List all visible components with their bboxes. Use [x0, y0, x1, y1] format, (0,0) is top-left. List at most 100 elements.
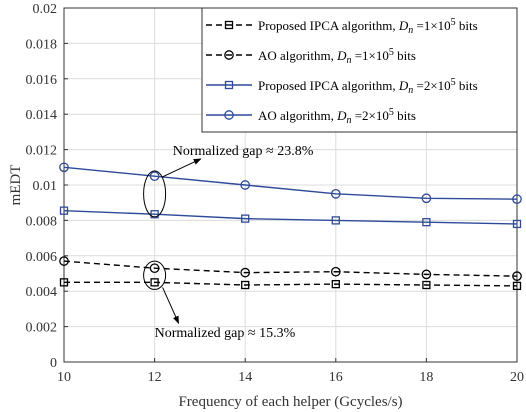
series-2 — [59, 256, 522, 282]
annotation-arrow — [162, 287, 180, 325]
legend-label-part: Proposed IPCA algorithm, — [258, 78, 399, 93]
data-point — [241, 280, 250, 290]
data-point — [512, 194, 522, 205]
legend-label-part: 5 — [389, 47, 394, 58]
y-tick-label: 0.004 — [26, 285, 58, 300]
series-line — [64, 281, 518, 287]
legend-label-part: =1×10 — [351, 48, 388, 63]
y-tick-label: 0.01 — [33, 179, 58, 194]
legend-label-part: n — [346, 115, 351, 126]
annotations: Normalized gap ≈ 23.8% Normalized gap ≈ 1… — [143, 144, 314, 341]
legend-label-part: 5 — [389, 107, 394, 118]
legend-label-part: 5 — [451, 17, 456, 28]
axis-ticks: 10 12 14 16 18 20 0 0.002 0.004 0.006 0.008 0.01 0.0… — [26, 2, 525, 385]
data-point — [330, 266, 341, 277]
legend-item[interactable]: AO algorithm, Dn =2×105 bits — [206, 107, 416, 126]
y-tick-label: 0.014 — [26, 108, 58, 123]
y-tick-label: 0.002 — [26, 321, 58, 336]
data-point — [421, 193, 432, 204]
x-tick-label: 12 — [148, 370, 162, 385]
data-point — [240, 267, 251, 278]
legend-label: Proposed IPCA algorithm, Dn =1×105 bits — [258, 17, 478, 36]
series-3 — [59, 206, 522, 229]
legend-label: Proposed IPCA algorithm, Dn =2×105 bits — [258, 77, 478, 96]
x-tick-label: 18 — [419, 370, 433, 385]
x-tick-label: 16 — [329, 370, 343, 385]
data-point — [149, 171, 160, 181]
annotation-2: Normalized gap ≈ 15.3% — [143, 260, 296, 341]
series-line — [63, 166, 518, 200]
data-point — [512, 271, 522, 282]
legend-label-part: n — [408, 25, 413, 36]
data-point — [59, 162, 69, 173]
legend-label-part: AO algorithm, — [258, 108, 337, 123]
data-point — [422, 280, 431, 290]
data-point — [240, 180, 251, 190]
data-point — [149, 263, 160, 274]
y-tick-label: 0.008 — [26, 214, 58, 229]
data-point — [59, 206, 69, 215]
data-point — [330, 189, 341, 199]
legend-label-part: D — [398, 18, 409, 33]
data-point — [331, 216, 340, 225]
legend-label-part: n — [346, 55, 351, 66]
legend-label-part: n — [408, 85, 413, 96]
legend-label-part: D — [336, 48, 347, 63]
legend-label-part: D — [398, 78, 409, 93]
annotation-arrow — [162, 158, 202, 178]
legend-marker — [224, 50, 234, 60]
legend-label-part: =2×10 — [413, 78, 450, 93]
x-axis-label: Frequency of each helper (Gcycles/s) — [178, 394, 402, 410]
y-tick-label: 0.012 — [26, 144, 58, 159]
legend[interactable]: Proposed IPCA algorithm, Dn =1×105 bitsA… — [201, 7, 518, 133]
data-point — [241, 214, 250, 223]
legend-box — [201, 7, 518, 133]
x-tick-label: 20 — [510, 370, 524, 385]
legend-item[interactable]: Proposed IPCA algorithm, Dn =1×105 bits — [206, 17, 478, 36]
y-tick-label: 0.02 — [33, 2, 58, 17]
gap-ellipse — [143, 170, 167, 218]
legend-label-part: AO algorithm, — [258, 48, 337, 63]
series-line — [63, 209, 518, 225]
x-tick-label: 10 — [57, 370, 71, 385]
y-tick-label: 0.018 — [26, 37, 58, 52]
y-tick-label: 0.006 — [26, 250, 58, 265]
gap-ellipse — [143, 260, 167, 290]
legend-marker — [224, 110, 234, 120]
gap-annotation-text: Normalized gap ≈ 23.8% — [173, 144, 314, 159]
legend-item[interactable]: AO algorithm, Dn =1×105 bits — [206, 47, 416, 66]
data-point — [421, 269, 432, 280]
series-line — [63, 260, 518, 277]
series — [59, 162, 522, 291]
data-point — [59, 278, 69, 287]
data-point — [150, 278, 159, 287]
data-point — [512, 219, 522, 229]
legend-item[interactable]: Proposed IPCA algorithm, Dn =2×105 bits — [206, 77, 478, 96]
annotation-1: Normalized gap ≈ 23.8% — [143, 144, 314, 218]
data-point — [150, 210, 159, 219]
x-tick-label: 14 — [238, 370, 252, 385]
y-tick-label: 0.016 — [26, 73, 58, 88]
legend-label-part: bits — [456, 18, 478, 33]
legend-label: AO algorithm, Dn =2×105 bits — [258, 107, 416, 126]
y-axis-label: mEDT — [8, 165, 24, 206]
data-point — [59, 256, 69, 266]
legend-label-part: =1×10 — [413, 18, 450, 33]
legend-label-part: D — [336, 108, 347, 123]
legend-marker — [224, 20, 234, 30]
data-point — [422, 218, 431, 227]
series-4 — [59, 162, 522, 205]
legend-label: AO algorithm, Dn =1×105 bits — [258, 47, 416, 66]
series-1 — [59, 278, 522, 291]
legend-marker — [224, 80, 234, 90]
legend-label-part: Proposed IPCA algorithm, — [258, 18, 399, 33]
y-tick-label: 0 — [50, 356, 57, 371]
legend-label-part: bits — [394, 48, 416, 63]
data-point — [512, 281, 522, 291]
legend-label-part: =2×10 — [351, 108, 388, 123]
gap-annotation-text: Normalized gap ≈ 15.3% — [155, 326, 296, 341]
data-point — [331, 279, 340, 289]
legend-label-part: bits — [456, 78, 478, 93]
legend-label-part: 5 — [451, 77, 456, 88]
